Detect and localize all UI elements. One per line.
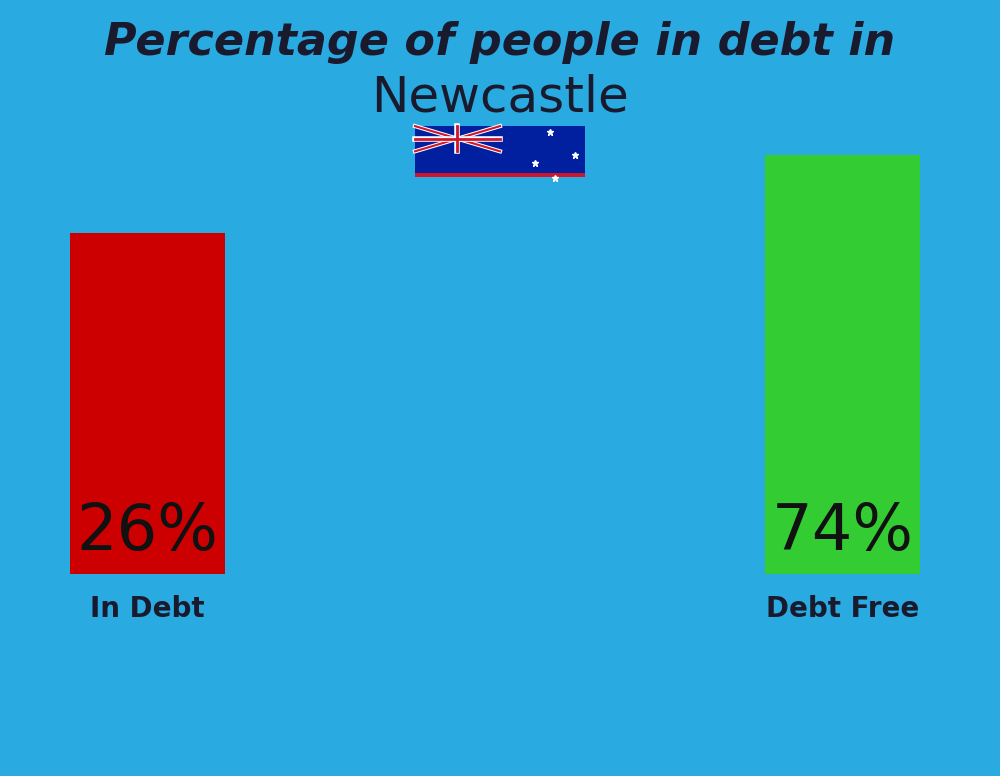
Bar [70, 233, 225, 574]
Bar [415, 172, 585, 176]
Text: 26%: 26% [77, 501, 218, 563]
Bar [415, 126, 585, 176]
Text: Percentage of people in debt in: Percentage of people in debt in [104, 21, 896, 64]
Text: In Debt: In Debt [90, 595, 205, 623]
Bar [500, 126, 585, 176]
Bar [765, 155, 920, 574]
Text: Newcastle: Newcastle [371, 73, 629, 121]
Text: 74%: 74% [772, 501, 914, 563]
Text: Debt Free: Debt Free [766, 595, 919, 623]
